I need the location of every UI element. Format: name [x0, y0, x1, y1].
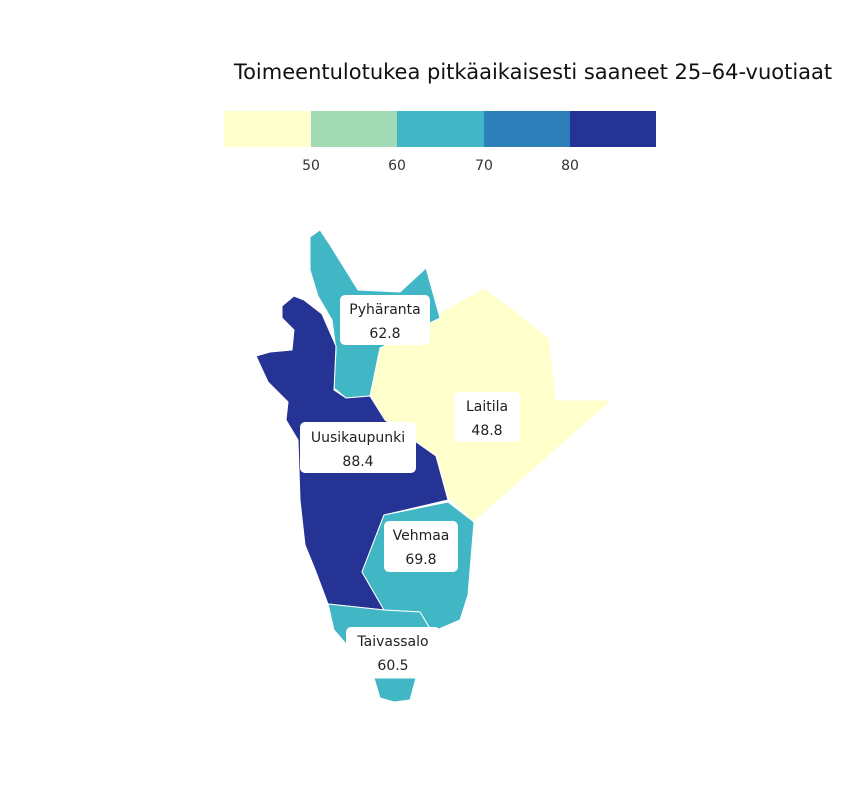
region-name-taivassalo: Taivassalo — [356, 634, 428, 650]
label-pyharanta: Pyhäranta 62.8 — [340, 295, 430, 345]
label-box — [346, 627, 440, 678]
legend-bin-4 — [484, 111, 570, 147]
region-labels: Pyhäranta 62.8 Laitila 48.8 Uusikaupunki… — [300, 295, 520, 678]
region-value-taivassalo: 60.5 — [377, 658, 408, 674]
region-value-laitila: 48.8 — [471, 423, 502, 439]
legend-tick-2: 60 — [388, 158, 406, 174]
map-title: Toimeentulotukea pitkäaikaisesti saaneet… — [233, 60, 832, 84]
region-value-pyharanta: 62.8 — [369, 326, 400, 342]
label-box — [340, 295, 430, 345]
legend-tick-1: 50 — [302, 158, 320, 174]
region-name-pyharanta: Pyhäranta — [349, 302, 420, 318]
color-legend: 50 60 70 80 — [224, 111, 656, 174]
label-vehmaa: Vehmaa 69.8 — [384, 521, 458, 572]
region-name-vehmaa: Vehmaa — [393, 528, 450, 544]
label-box — [384, 521, 458, 572]
region-name-laitila: Laitila — [466, 399, 508, 415]
legend-bin-5 — [570, 111, 656, 147]
legend-bin-2 — [311, 111, 397, 147]
label-taivassalo: Taivassalo 60.5 — [346, 627, 440, 678]
label-uusikaupunki: Uusikaupunki 88.4 — [300, 422, 416, 473]
legend-bin-3 — [397, 111, 484, 147]
label-box — [454, 392, 520, 442]
legend-tick-4: 80 — [561, 158, 579, 174]
label-laitila: Laitila 48.8 — [454, 392, 520, 442]
region-value-uusikaupunki: 88.4 — [342, 454, 373, 470]
legend-tick-3: 70 — [475, 158, 493, 174]
label-box — [300, 422, 416, 473]
legend-bin-1 — [224, 111, 311, 147]
region-value-vehmaa: 69.8 — [405, 552, 436, 568]
region-name-uusikaupunki: Uusikaupunki — [311, 430, 405, 446]
